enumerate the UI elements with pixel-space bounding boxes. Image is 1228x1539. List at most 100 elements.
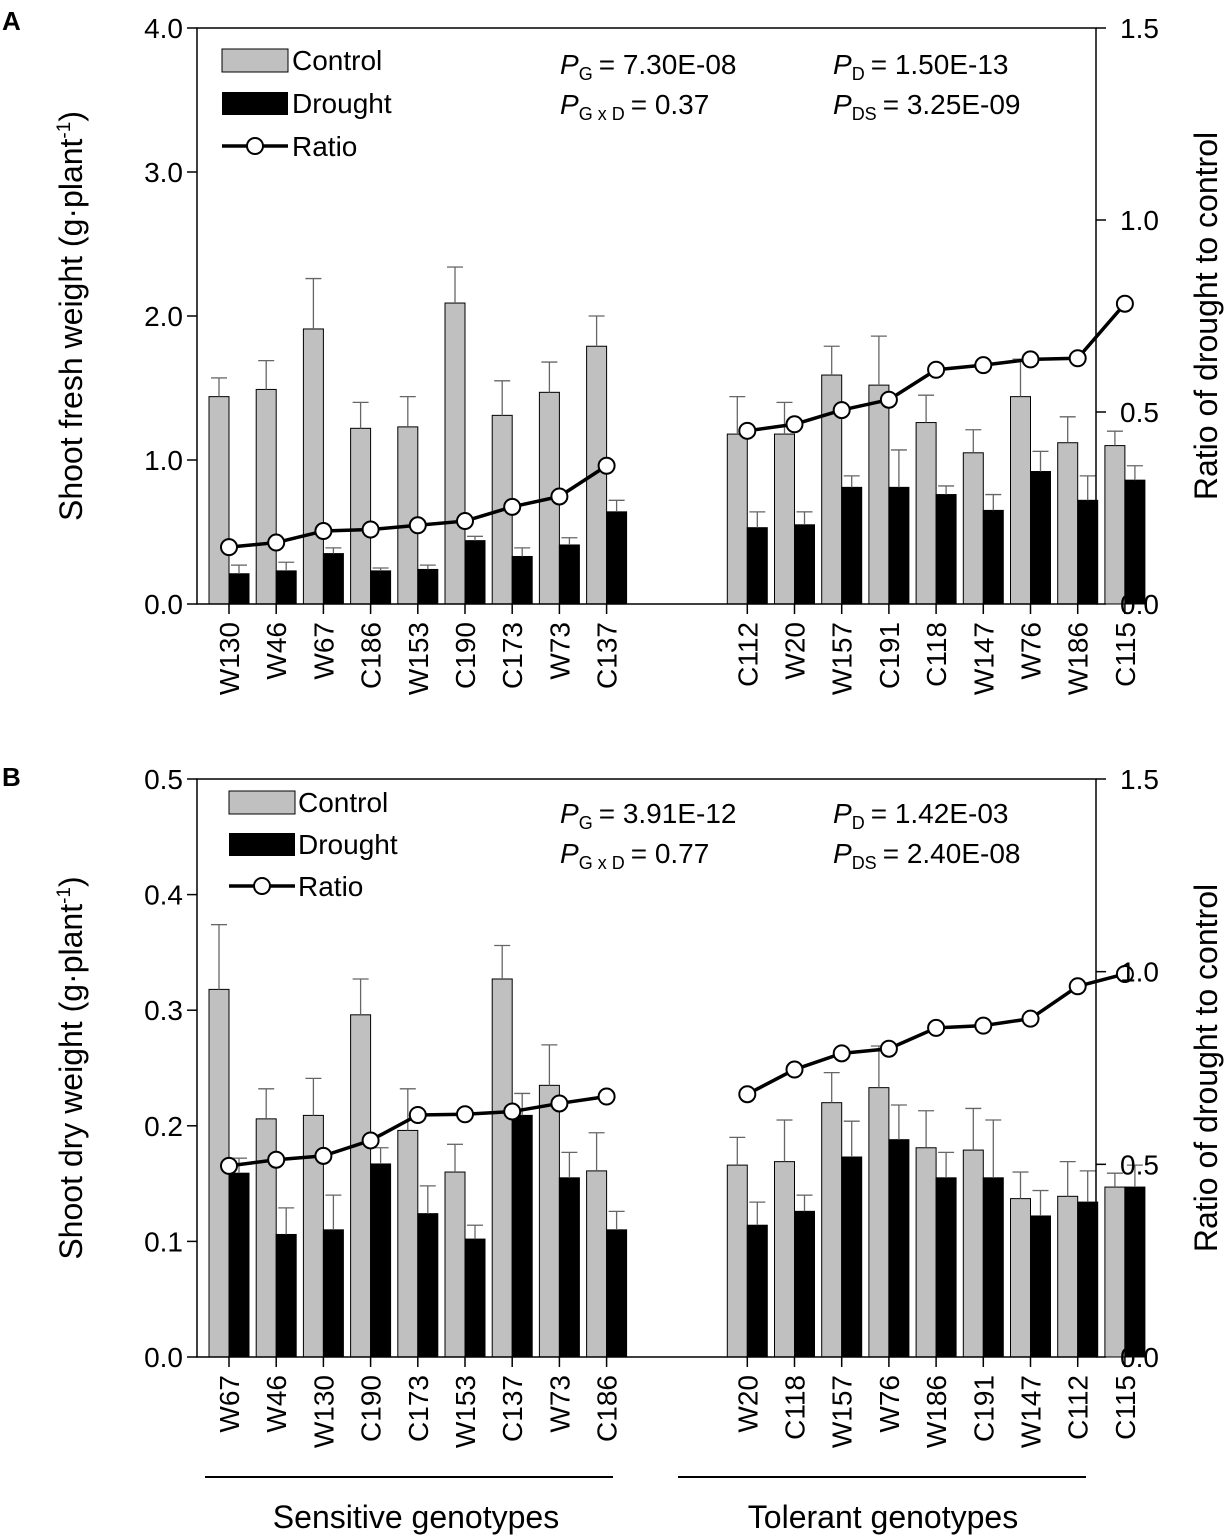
control-bar [868, 384, 890, 605]
x-tick-label: W76 [1016, 622, 1047, 680]
control-bar [726, 1164, 748, 1358]
drought-bar [464, 540, 486, 605]
stat-pds: PDS = 2.40E-08 [833, 838, 1020, 873]
x-tick-label: W147 [1016, 1375, 1047, 1448]
control-bar [1010, 1198, 1031, 1358]
control-bar [962, 1149, 984, 1358]
ratio-point [1021, 350, 1040, 369]
ratio-point [456, 512, 474, 531]
x-tick-label: W67 [214, 1375, 245, 1433]
x-tick-label: W20 [780, 622, 811, 680]
legend-label-control: Control [292, 45, 382, 76]
control-bar [1057, 442, 1079, 605]
panel-a-ticks: 0.0 1.0 2.0 3.0 4.0 0.0 0.5 1.0 1.5 W130 W46 W67 C18… [144, 13, 1159, 695]
drought-bar [606, 511, 628, 605]
ratio-point [408, 1106, 427, 1125]
x-tick-label: C186 [592, 1375, 623, 1442]
x-tick-label: C190 [356, 1375, 387, 1442]
x-tick-label: C137 [497, 1375, 528, 1442]
ratio-point [597, 456, 616, 475]
y-tick-label: 4.0 [144, 13, 183, 44]
stat-pg: PG = 7.30E-08 [560, 49, 736, 84]
drought-bar [935, 1177, 957, 1358]
drought-bar [228, 573, 250, 605]
drought-bar [370, 570, 392, 605]
y-tick-label: 0.1 [144, 1226, 183, 1257]
stat-pg: PG = 3.91E-12 [560, 798, 736, 833]
drought-bar [511, 1114, 533, 1358]
ratio-point [738, 421, 757, 440]
stat-pd: PD = 1.42E-03 [833, 798, 1008, 833]
control-bar [962, 452, 984, 605]
legend-marker-ratio [253, 877, 271, 895]
legend-swatch-control [221, 48, 289, 73]
stat-pgd: PG x D = 0.77 [560, 838, 709, 873]
stat-pds: PDS = 3.25E-09 [833, 89, 1020, 124]
y2-tick-label: 0.5 [1120, 397, 1159, 428]
control-bar [586, 1170, 608, 1358]
y-tick-label: 0.4 [144, 880, 183, 911]
drought-bar [558, 544, 580, 605]
legend-swatch-drought [229, 833, 295, 856]
x-tick-label: C137 [592, 622, 623, 689]
drought-bar [1077, 1201, 1099, 1358]
drought-bar [841, 486, 863, 605]
drought-bar [841, 1156, 863, 1358]
x-tick-label: C118 [921, 622, 952, 687]
x-tick-label: C190 [450, 622, 481, 689]
y2-tick-label: 0.0 [1120, 589, 1159, 620]
ratio-point [785, 415, 804, 434]
legend-label-drought: Drought [298, 829, 398, 860]
stats: PG = 3.91E-12 PG x D = 0.77 PD = 1.42E-03 P… [560, 798, 1020, 873]
drought-bar [746, 1224, 768, 1358]
y-tick-label: 1.0 [144, 445, 183, 476]
drought-bar [1124, 1186, 1146, 1358]
y-tick-label: 0.2 [144, 1111, 183, 1142]
drought-bar [1124, 479, 1146, 605]
legend-swatch-control [228, 790, 296, 815]
panel-b: B 0.0 0.1 0.2 0.3 0.4 0.5 0.0 0.5 1.0 1.5 W67 W46 W1… [2, 762, 1224, 1535]
legend-label-ratio: Ratio [292, 131, 357, 162]
control-bar [444, 302, 466, 605]
control-bar [538, 1084, 560, 1358]
control-bar [255, 388, 277, 605]
panel-b-ticks: 0.0 0.1 0.2 0.3 0.4 0.5 0.0 0.5 1.0 1.5 W67 W46 W130… [144, 764, 1159, 1448]
control-bar [1010, 396, 1031, 605]
control-bar [821, 1102, 843, 1358]
x-tick-label: C118 [780, 1375, 811, 1440]
drought-bar [606, 1229, 628, 1358]
legend: Control Drought Ratio [228, 787, 398, 902]
ratio-point [879, 390, 898, 409]
drought-bar [1030, 1215, 1051, 1358]
y2-tick-label: 0.5 [1120, 1149, 1159, 1180]
ratio-point [267, 1150, 286, 1169]
drought-bar [511, 555, 533, 605]
x-tick-label: W157 [827, 622, 858, 695]
x-tick-label: W186 [1063, 622, 1094, 695]
drought-bar [370, 1163, 392, 1358]
x-tick-label: W186 [921, 1375, 952, 1448]
drought-bar [935, 494, 957, 605]
drought-bar [417, 568, 439, 605]
x-tick-label: W46 [261, 1375, 292, 1433]
ratio-point [314, 1146, 333, 1165]
ratio-point [927, 1018, 946, 1037]
x-tick-label: W73 [544, 622, 575, 680]
y-tick-label: 0.0 [144, 1342, 183, 1373]
sensitive-group-label: Sensitive genotypes [273, 1499, 559, 1535]
drought-bar [228, 1172, 250, 1358]
ratio-point [597, 1087, 616, 1106]
ratio-point [1068, 349, 1087, 368]
control-bar [726, 433, 748, 605]
ratio-point [503, 497, 522, 516]
ratio-point [974, 1016, 993, 1035]
ratio-point [408, 516, 427, 535]
ratio-point [267, 533, 286, 552]
y2-tick-label: 1.0 [1120, 205, 1159, 236]
y2-axis-title: Ratio of drought to control [1188, 884, 1224, 1252]
x-tick-label: W20 [732, 1375, 763, 1433]
control-bar [774, 433, 795, 605]
control-bar [350, 427, 372, 605]
drought-bar [464, 1238, 486, 1358]
